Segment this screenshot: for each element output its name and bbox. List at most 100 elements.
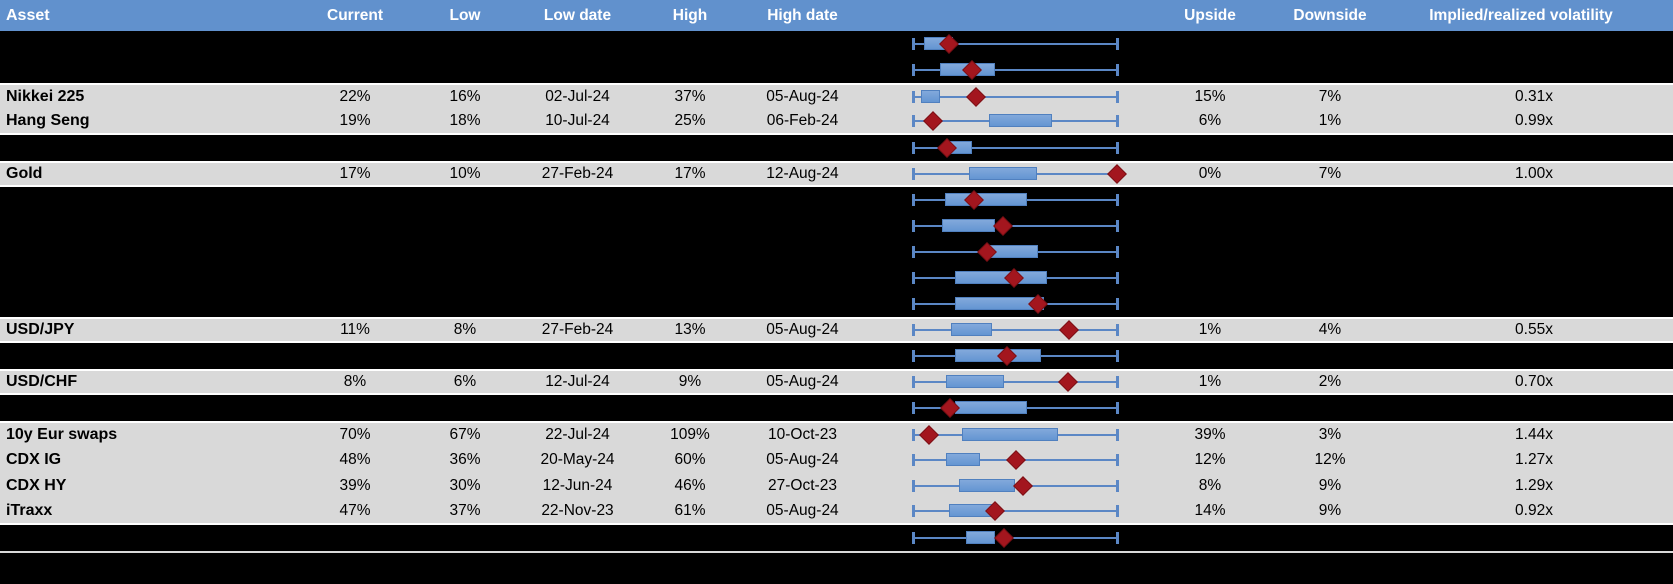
whisker-cap-right bbox=[1116, 324, 1119, 336]
box-whisker-plot bbox=[875, 265, 1155, 291]
box-whisker-plot bbox=[875, 371, 1155, 393]
whisker-cap-left bbox=[912, 402, 915, 414]
whisker-cap-left bbox=[912, 298, 915, 310]
cell-implied-realized: 1.29x bbox=[1515, 477, 1553, 494]
cell-upside: 1% bbox=[1198, 373, 1222, 390]
whisker-line bbox=[913, 537, 1118, 539]
cell-current: 39% bbox=[339, 477, 371, 494]
table-row: CDX IG 48% 36% 20-May-24 60% 05-Aug-24 12% 12% 1… bbox=[0, 447, 1673, 473]
plot-area bbox=[912, 109, 1119, 133]
whisker-line bbox=[913, 225, 1118, 227]
cell-low-date: 20-May-24 bbox=[540, 451, 615, 468]
range-box bbox=[955, 401, 1028, 414]
cell-high: 9% bbox=[678, 373, 702, 390]
whisker-cap-left bbox=[912, 91, 915, 103]
table-row-redacted bbox=[0, 265, 1673, 291]
whisker-line bbox=[913, 69, 1118, 71]
bottom-redacted-band bbox=[0, 553, 1673, 584]
cell-current: 11% bbox=[340, 321, 370, 338]
cell-downside: 9% bbox=[1318, 502, 1342, 519]
cell-low: 6% bbox=[453, 373, 477, 390]
range-box bbox=[990, 245, 1038, 258]
cell-low: 18% bbox=[449, 112, 481, 129]
asset-name: 10y Eur swaps bbox=[6, 426, 118, 443]
cell-high: 17% bbox=[674, 165, 706, 182]
cell-downside: 1% bbox=[1318, 112, 1342, 129]
cell-downside: 9% bbox=[1318, 477, 1342, 494]
table-row: Hang Seng 19% 18% 10-Jul-24 25% 06-Feb-24 6% 1%… bbox=[0, 109, 1673, 135]
whisker-cap-right bbox=[1116, 115, 1119, 127]
range-box bbox=[988, 114, 1053, 127]
whisker-cap-left bbox=[912, 220, 915, 232]
whisker-cap-left bbox=[912, 115, 915, 127]
whisker-cap-right bbox=[1116, 532, 1119, 544]
header-asset: Asset bbox=[6, 6, 50, 24]
cell-upside: 1% bbox=[1198, 321, 1222, 338]
asset-name: Gold bbox=[6, 165, 43, 182]
header-current: Current bbox=[327, 6, 383, 24]
table-row-redacted bbox=[0, 135, 1673, 161]
cell-implied-realized: 1.00x bbox=[1515, 165, 1553, 182]
box-whisker-plot bbox=[875, 109, 1155, 133]
header-downside: Downside bbox=[1293, 6, 1367, 24]
current-marker-diamond bbox=[994, 528, 1015, 548]
box-whisker-plot bbox=[875, 319, 1155, 341]
whisker-cap-left bbox=[912, 272, 915, 284]
cell-upside: 14% bbox=[1194, 502, 1226, 519]
whisker-cap-right bbox=[1116, 402, 1119, 414]
box-whisker-plot bbox=[875, 343, 1155, 369]
cell-downside: 2% bbox=[1318, 373, 1342, 390]
cell-implied-realized: 1.27x bbox=[1515, 451, 1553, 468]
cell-implied-realized: 0.31x bbox=[1515, 88, 1553, 105]
whisker-cap-right bbox=[1116, 142, 1119, 154]
box-whisker-plot bbox=[875, 423, 1155, 447]
cell-implied-realized: 0.99x bbox=[1515, 112, 1553, 129]
whisker-cap-right bbox=[1116, 64, 1119, 76]
whisker-line bbox=[913, 147, 1118, 149]
cell-high-date: 05-Aug-24 bbox=[766, 502, 839, 519]
range-box bbox=[962, 428, 1059, 441]
whisker-cap-left bbox=[912, 454, 915, 466]
plot-area bbox=[912, 423, 1119, 447]
box-whisker-plot bbox=[875, 291, 1155, 317]
plot-area bbox=[912, 85, 1119, 109]
plot-area bbox=[912, 395, 1119, 421]
whisker-line bbox=[913, 43, 1118, 45]
box-whisker-plot bbox=[875, 447, 1155, 473]
whisker-cap-left bbox=[912, 142, 915, 154]
cell-downside: 7% bbox=[1318, 165, 1342, 182]
range-box bbox=[955, 271, 1048, 284]
cell-low-date: 10-Jul-24 bbox=[545, 112, 610, 129]
cell-implied-realized: 1.44x bbox=[1515, 426, 1553, 443]
cell-low: 36% bbox=[449, 451, 481, 468]
plot-area bbox=[912, 187, 1119, 213]
current-marker-diamond bbox=[1107, 164, 1127, 184]
whisker-line bbox=[913, 329, 1118, 331]
cell-high-date: 05-Aug-24 bbox=[766, 451, 839, 468]
range-box bbox=[921, 90, 941, 103]
cell-current: 17% bbox=[339, 165, 371, 182]
cell-high: 25% bbox=[674, 112, 706, 129]
asset-name: CDX HY bbox=[6, 477, 67, 494]
box-whisker-plot bbox=[875, 395, 1155, 421]
cell-high-date: 12-Aug-24 bbox=[766, 165, 839, 182]
current-marker-diamond bbox=[966, 87, 987, 107]
cell-low: 10% bbox=[449, 165, 481, 182]
asset-name: USD/CHF bbox=[6, 373, 78, 390]
plot-area bbox=[912, 525, 1119, 551]
plot-area bbox=[912, 31, 1119, 57]
whisker-cap-right bbox=[1116, 220, 1119, 232]
cell-low: 67% bbox=[449, 426, 481, 443]
box-whisker-plot bbox=[875, 187, 1155, 213]
table-row: Nikkei 225 22% 16% 02-Jul-24 37% 05-Aug-24 15%… bbox=[0, 83, 1673, 109]
header-high: High bbox=[672, 6, 708, 24]
asset-name: Hang Seng bbox=[6, 112, 90, 129]
table-row-redacted bbox=[0, 343, 1673, 369]
cell-upside: 0% bbox=[1198, 165, 1222, 182]
box-whisker-plot bbox=[875, 31, 1155, 57]
header-implied-realized: Implied/realized volatility bbox=[1429, 6, 1613, 24]
cell-high: 61% bbox=[674, 502, 706, 519]
table-row-redacted bbox=[0, 239, 1673, 265]
box-whisker-plot bbox=[875, 85, 1155, 109]
cell-current: 8% bbox=[343, 373, 367, 390]
